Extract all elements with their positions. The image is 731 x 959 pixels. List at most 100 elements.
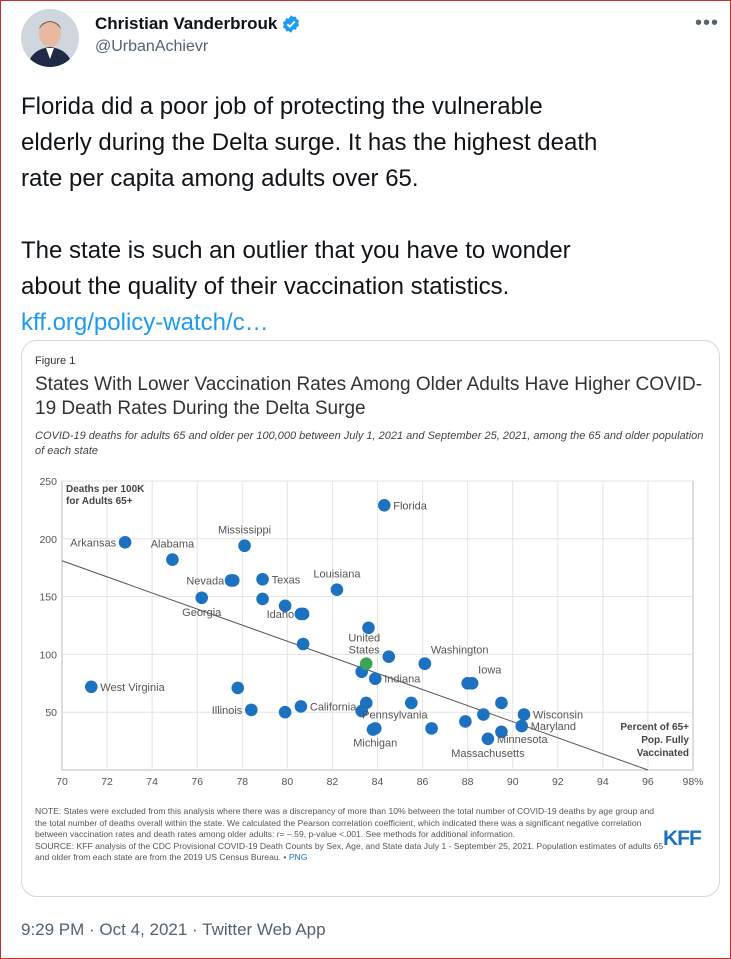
point-label-washington: Washington [431, 645, 489, 657]
x-tick-label: 96 [642, 776, 654, 788]
data-point-alabama [166, 553, 179, 566]
data-point-wisconsin [517, 708, 531, 721]
point-label-pennsylvania: Pennsylvania [362, 709, 428, 721]
x-tick-label: 94 [597, 776, 609, 788]
data-point [477, 708, 490, 721]
point-label-arkansas: Arkansas [70, 537, 116, 549]
point-label-idaho: Idaho [267, 609, 295, 621]
y-tick-label: 200 [39, 534, 57, 546]
data-point-louisiana [330, 583, 344, 596]
x-tick-label: 86 [417, 776, 429, 788]
data-point [355, 704, 369, 718]
data-point-west-virginia [84, 680, 98, 694]
x-tick-label: 98% [682, 776, 703, 788]
y-axis-label: for Adults 65+ [66, 496, 133, 507]
author-name-row[interactable]: Christian Vanderbrouk [95, 14, 301, 34]
tweet-date[interactable]: Oct 4, 2021 [99, 920, 188, 939]
data-point-iowa [465, 677, 479, 690]
figure-source: SOURCE: KFF analysis of the CDC Provisio… [35, 840, 664, 863]
data-point-maryland [515, 719, 529, 733]
data-point-idaho [296, 607, 310, 621]
data-point-washington [418, 657, 432, 670]
data-point-texas [256, 572, 269, 586]
data-point [231, 681, 245, 695]
point-label-united-states: United [348, 633, 380, 645]
x-tick-label: 74 [146, 776, 158, 788]
x-axis-label: Percent of 65+ [620, 722, 689, 733]
tweet-line: The state is such an outlier that you ha… [21, 237, 571, 264]
point-label-louisiana: Louisiana [313, 569, 361, 581]
y-tick-label: 100 [39, 649, 57, 661]
author-handle[interactable]: @UrbanAchievr [95, 38, 209, 55]
x-tick-label: 82 [327, 776, 339, 788]
tweet-line: about the quality of their vaccination s… [21, 273, 510, 300]
data-point-illinois [245, 703, 258, 717]
y-axis-label: Deaths per 100K [66, 484, 145, 495]
y-tick-label: 50 [45, 707, 57, 719]
data-point [256, 592, 269, 606]
data-point-nevada [226, 574, 240, 587]
data-point-pennsylvania [425, 722, 438, 735]
point-label-massachusetts: Massachusetts [451, 748, 525, 760]
x-tick-label: 76 [191, 776, 203, 788]
tweet-source[interactable]: Twitter Web App [202, 920, 326, 939]
png-link[interactable]: PNG [288, 852, 308, 862]
tweet-line: Florida did a poor job of protecting the… [21, 93, 543, 120]
y-tick-label: 250 [39, 476, 57, 488]
point-label-indiana: Indiana [384, 674, 421, 686]
data-point-michigan [368, 722, 382, 735]
point-label-michigan: Michigan [353, 737, 397, 749]
data-point-indiana [368, 672, 382, 685]
data-point-minnesota [481, 732, 495, 746]
x-axis-label: Pop. Fully [641, 735, 689, 746]
tweet-line: rate per capita among adults over 65. [21, 165, 419, 192]
data-point [495, 725, 508, 739]
x-tick-label: 70 [56, 776, 68, 788]
tweet-meta: 9:29 PM · Oct 4, 2021 · Twitter Web App [21, 920, 326, 940]
meta-separator: · [84, 920, 100, 939]
data-point [495, 696, 508, 710]
author-name[interactable]: Christian Vanderbrouk [95, 14, 278, 33]
data-point [459, 715, 472, 728]
data-point [382, 650, 396, 664]
author-avatar[interactable] [21, 9, 79, 67]
link-card[interactable]: Figure 1 States With Lower Vaccination R… [21, 340, 720, 897]
kff-logo: KFF [663, 827, 702, 850]
figure-label: Figure 1 [35, 355, 76, 367]
data-point-california [294, 700, 308, 713]
point-label-iowa: Iowa [478, 664, 502, 676]
x-tick-label: 78 [236, 776, 248, 788]
tweet-time[interactable]: 9:29 PM [21, 920, 85, 939]
figure-note: NOTE: States were excluded from this ana… [35, 806, 655, 839]
data-point-florida [377, 498, 391, 512]
data-point-arkansas [118, 535, 132, 549]
more-options-icon[interactable]: ••• [695, 12, 720, 34]
scatter-chart: 250 200 150 100 50 70 72 74 76 78 80 82 84 86 88 90 92 94… [39, 476, 703, 788]
data-point [278, 705, 292, 719]
data-point [405, 696, 418, 710]
point-label-mississippi: Mississippi [218, 525, 271, 537]
meta-separator: · [187, 920, 203, 939]
x-tick-label: 88 [462, 776, 474, 788]
verified-badge-icon [283, 15, 300, 33]
tweet-text: Florida did a poor job of protecting the… [21, 89, 721, 341]
x-tick-label: 92 [552, 776, 564, 788]
point-label-alabama: Alabama [151, 539, 195, 551]
y-tick-label: 150 [39, 592, 57, 604]
point-label-california: California [310, 701, 357, 713]
point-label-texas: Texas [272, 574, 301, 586]
data-point-georgia [195, 591, 209, 605]
figure-notes: NOTE: States were excluded from this ana… [35, 806, 665, 864]
figure-subtitle: COVID-19 deaths for adults 65 and older … [35, 430, 704, 457]
data-point [296, 637, 310, 651]
data-point [362, 621, 375, 635]
data-point [278, 599, 292, 613]
trend-line [61, 560, 649, 771]
tweet-link[interactable]: kff.org/policy-watch/c… [21, 309, 269, 336]
x-axis-label: Vaccinated [637, 748, 689, 759]
point-label-florida: Florida [393, 500, 428, 512]
x-tick-label: 90 [507, 776, 519, 788]
x-tick-label: 72 [101, 776, 113, 788]
tweet-line: elderly during the Delta surge. It has t… [21, 129, 598, 156]
point-label-united-states: States [349, 645, 381, 657]
